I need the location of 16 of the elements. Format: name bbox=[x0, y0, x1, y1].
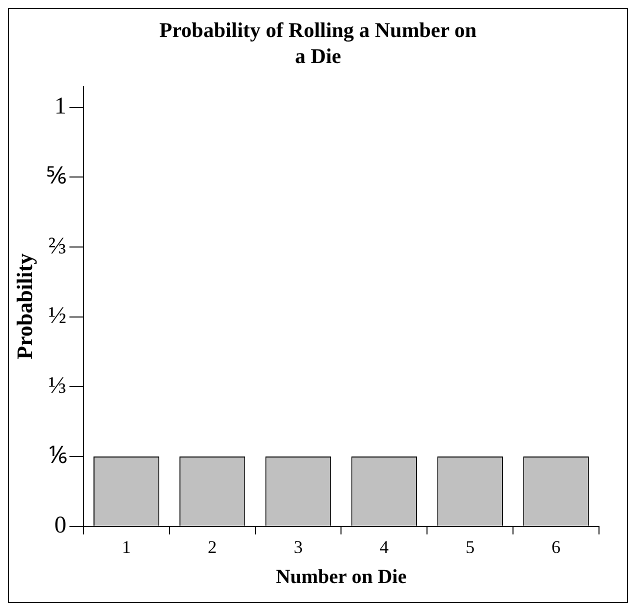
x-tick-label: 2 bbox=[208, 536, 217, 557]
chart-title: Probability of Rolling a Number on a Die bbox=[158, 17, 478, 69]
x-tick-label: 6 bbox=[552, 536, 561, 557]
y-tick-label: ⅓ bbox=[48, 373, 66, 400]
x-tick-label: 5 bbox=[466, 536, 475, 557]
y-tick-label: 1 bbox=[54, 94, 66, 120]
y-axis-title: Probability bbox=[12, 253, 37, 360]
x-tick-label: 3 bbox=[294, 536, 303, 557]
y-tick-label: ⅚ bbox=[46, 163, 66, 190]
y-tick-label: ½ bbox=[48, 303, 66, 330]
y-tick-label: ⅔ bbox=[48, 233, 66, 260]
x-tick-label: 4 bbox=[380, 536, 389, 557]
y-tick-label: 0 bbox=[54, 512, 66, 539]
x-axis-title: Number on Die bbox=[276, 566, 407, 588]
y-tick-label: ⅙ bbox=[48, 442, 68, 469]
x-tick-label: 1 bbox=[122, 536, 131, 557]
